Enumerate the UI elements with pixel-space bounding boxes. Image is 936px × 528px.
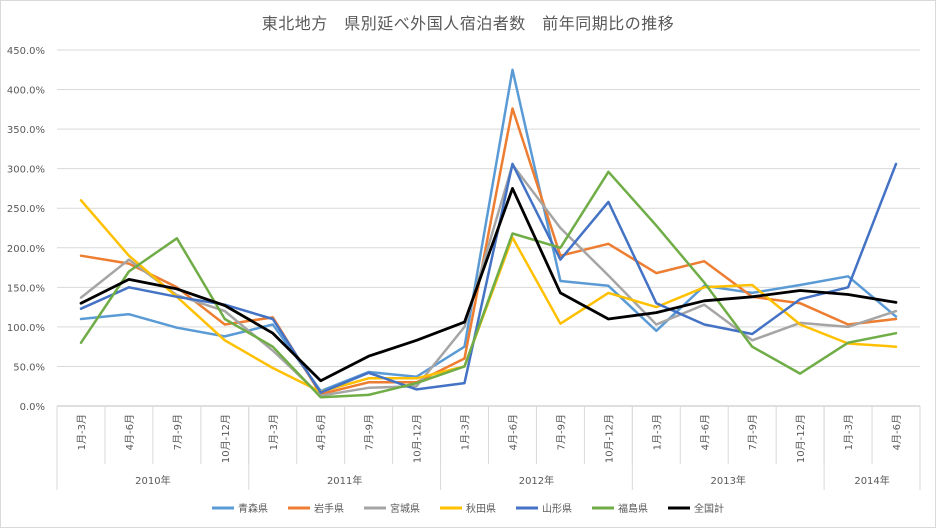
legend-label: 全国計 [694, 502, 724, 515]
x-tick-label: 7月-9月 [555, 414, 567, 450]
series-line-宮城県 [79, 163, 898, 397]
y-tick-label: 150.0% [7, 283, 45, 294]
legend-label: 青森県 [238, 502, 268, 515]
legend-label: 宮城県 [390, 502, 420, 515]
series-line-岩手県 [79, 107, 898, 396]
x-tick-label: 1月-3月 [76, 414, 88, 450]
x-tick-label: 4月-6月 [891, 414, 903, 450]
x-tick-label: 7月-9月 [172, 414, 184, 450]
y-tick-label: 400.0% [7, 86, 45, 97]
x-tick-label: 4月-6月 [507, 414, 519, 450]
x-tick-label: 10月-12月 [220, 414, 232, 463]
legend-label: 山形県 [542, 503, 572, 515]
year-label: 2014年 [854, 474, 889, 487]
y-tick-label: 200.0% [7, 244, 45, 255]
series-line-全国計 [79, 186, 898, 383]
year-label: 2012年 [519, 474, 554, 487]
x-tick-label: 10月-12月 [603, 414, 615, 463]
x-tick-label: 4月-6月 [316, 414, 328, 450]
x-tick-label: 4月-6月 [699, 414, 711, 450]
legend-label: 福島県 [618, 502, 648, 515]
x-tick-label: 1月-3月 [460, 414, 472, 450]
y-tick-label: 450.0% [7, 46, 45, 57]
x-tick-label: 1月-3月 [268, 414, 280, 450]
x-tick-label: 7月-9月 [364, 414, 376, 450]
legend-label: 秋田県 [466, 502, 496, 515]
y-tick-label: 300.0% [7, 165, 45, 176]
x-tick-label: 4月-6月 [124, 414, 136, 450]
x-tick-label: 10月-12月 [795, 414, 807, 463]
year-label: 2011年 [327, 474, 362, 487]
series-line-福島県 [79, 170, 898, 399]
chart-title: 東北地方 県別延べ外国人宿泊者数 前年同期比の推移 [261, 14, 675, 33]
y-tick-label: 250.0% [7, 204, 45, 215]
y-tick-label: 350.0% [7, 125, 45, 136]
y-tick-label: 100.0% [7, 323, 45, 334]
year-label: 2010年 [135, 474, 170, 487]
x-tick-label: 10月-12月 [412, 414, 424, 463]
legend-label: 岩手県 [314, 502, 344, 515]
x-tick-label: 1月-3月 [651, 414, 663, 450]
y-tick-label: 50.0% [13, 362, 45, 373]
year-label: 2013年 [710, 474, 745, 487]
x-tick-label: 1月-3月 [843, 414, 855, 450]
x-tick-label: 7月-9月 [747, 414, 759, 450]
y-tick-label: 0.0% [20, 402, 45, 413]
